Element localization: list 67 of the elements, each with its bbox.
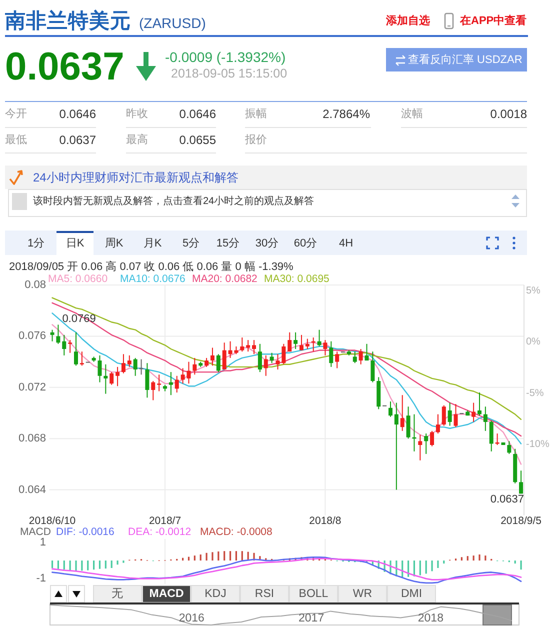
x-tick: 2017 <box>298 612 324 624</box>
text: 最高 <box>126 133 148 146</box>
legend: DEA: -0.0012 <box>128 526 192 538</box>
tab: 日K <box>56 231 94 255</box>
tab-label: 月K <box>143 238 162 250</box>
y-tick: 0.068 <box>18 432 46 445</box>
tab-label: 周K <box>104 238 124 250</box>
y-tick: -1 <box>36 572 46 584</box>
text: 昨收 <box>126 108 148 120</box>
legend: DIF: -0.0016 <box>56 526 114 538</box>
tab: WR <box>338 585 387 603</box>
text: 0.0637 <box>5 46 124 88</box>
legend: MA5: 0.0660 <box>48 273 108 285</box>
x-tick: 2016 <box>178 612 204 624</box>
tab: DMI <box>387 585 436 603</box>
text: 0.0646 <box>59 107 96 121</box>
x-tick: 2018/6/10 <box>28 515 76 527</box>
text: 最低 <box>5 134 27 146</box>
subtitle: (ZARUSD) <box>139 15 206 31</box>
tab-label: 30分 <box>255 238 279 250</box>
y-tick: 0.076 <box>18 330 46 342</box>
annotation: 0.0637 <box>490 494 524 506</box>
text: 查看反向汇率 USDZAR <box>408 53 522 66</box>
tab: MACD <box>142 585 191 603</box>
x-tick: 2018/9/5 <box>500 515 542 527</box>
legend: MA20: 0.0682 <box>192 273 258 285</box>
subtitle: 2018/09/05 开 0.06 高 0.07 收 0.06 低 0.06 量 0 幅 -1.39% <box>9 261 294 273</box>
title: 南非兰特美元 <box>5 10 131 32</box>
tab: BOLL <box>289 585 338 603</box>
text: 添加自选 <box>385 14 430 27</box>
tab: RSI <box>240 585 289 603</box>
text: 24小时内理财师对汇市最新观点和解答 <box>33 170 238 184</box>
text: 0.0637 <box>59 133 96 147</box>
text: 波幅 <box>401 107 423 120</box>
text: 报价 <box>244 134 267 146</box>
y-tick: 1 <box>40 536 46 549</box>
tab-label: 4H <box>338 238 354 250</box>
text: 0.0655 <box>179 133 216 147</box>
text: 2.7864% <box>322 107 370 121</box>
y-tick: 0.072 <box>18 381 46 394</box>
tab-label: 60分 <box>294 238 318 250</box>
tab: 无 <box>93 585 142 603</box>
text: 0.0018 <box>490 107 528 121</box>
y2-tick: -5% <box>526 388 544 399</box>
tab: KDJ <box>191 585 240 603</box>
y2-tick: 0% <box>526 336 540 348</box>
x-tick: 2018 <box>418 612 444 624</box>
y2-tick: -10% <box>526 439 550 450</box>
text: 0.0646 <box>179 107 216 121</box>
tab-label: 15分 <box>216 238 240 250</box>
text: 在APP中查看 <box>459 14 527 27</box>
legend: MA30: 0.0695 <box>264 273 330 285</box>
x-tick: 2018/8 <box>309 515 342 527</box>
title: MACD <box>20 526 51 538</box>
text: 该时段内暂无新观点及解答，点击查看24小时之前的观点及解答 <box>33 195 314 207</box>
tab-label: 1分 <box>27 238 45 250</box>
text: 2018-09-05 15:15:00 <box>171 66 288 80</box>
y2-tick: 5% <box>526 286 540 296</box>
legend: MA10: 0.0676 <box>120 273 186 285</box>
text: 振幅 <box>245 108 267 120</box>
y-tick: 0.08 <box>24 279 46 291</box>
text: -0.0009 (-1.3932%) <box>165 49 286 65</box>
y-tick: 0.064 <box>18 484 46 496</box>
legend: MACD: -0.0008 <box>200 526 272 538</box>
tab-label: 5分 <box>182 238 200 250</box>
text: 今开 <box>5 108 27 120</box>
x-tick: 2018/7 <box>148 515 182 527</box>
